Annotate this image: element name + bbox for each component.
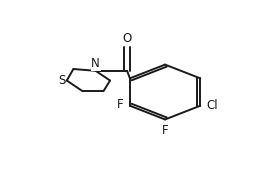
Text: F: F: [117, 98, 123, 111]
Text: O: O: [122, 32, 132, 45]
Text: Cl: Cl: [207, 99, 219, 112]
Text: F: F: [162, 124, 168, 137]
Text: S: S: [58, 74, 66, 87]
Text: N: N: [91, 57, 100, 70]
